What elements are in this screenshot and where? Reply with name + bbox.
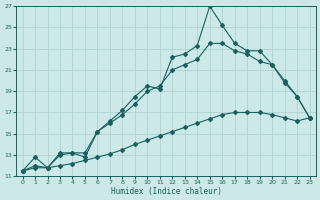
X-axis label: Humidex (Indice chaleur): Humidex (Indice chaleur) (111, 187, 221, 196)
